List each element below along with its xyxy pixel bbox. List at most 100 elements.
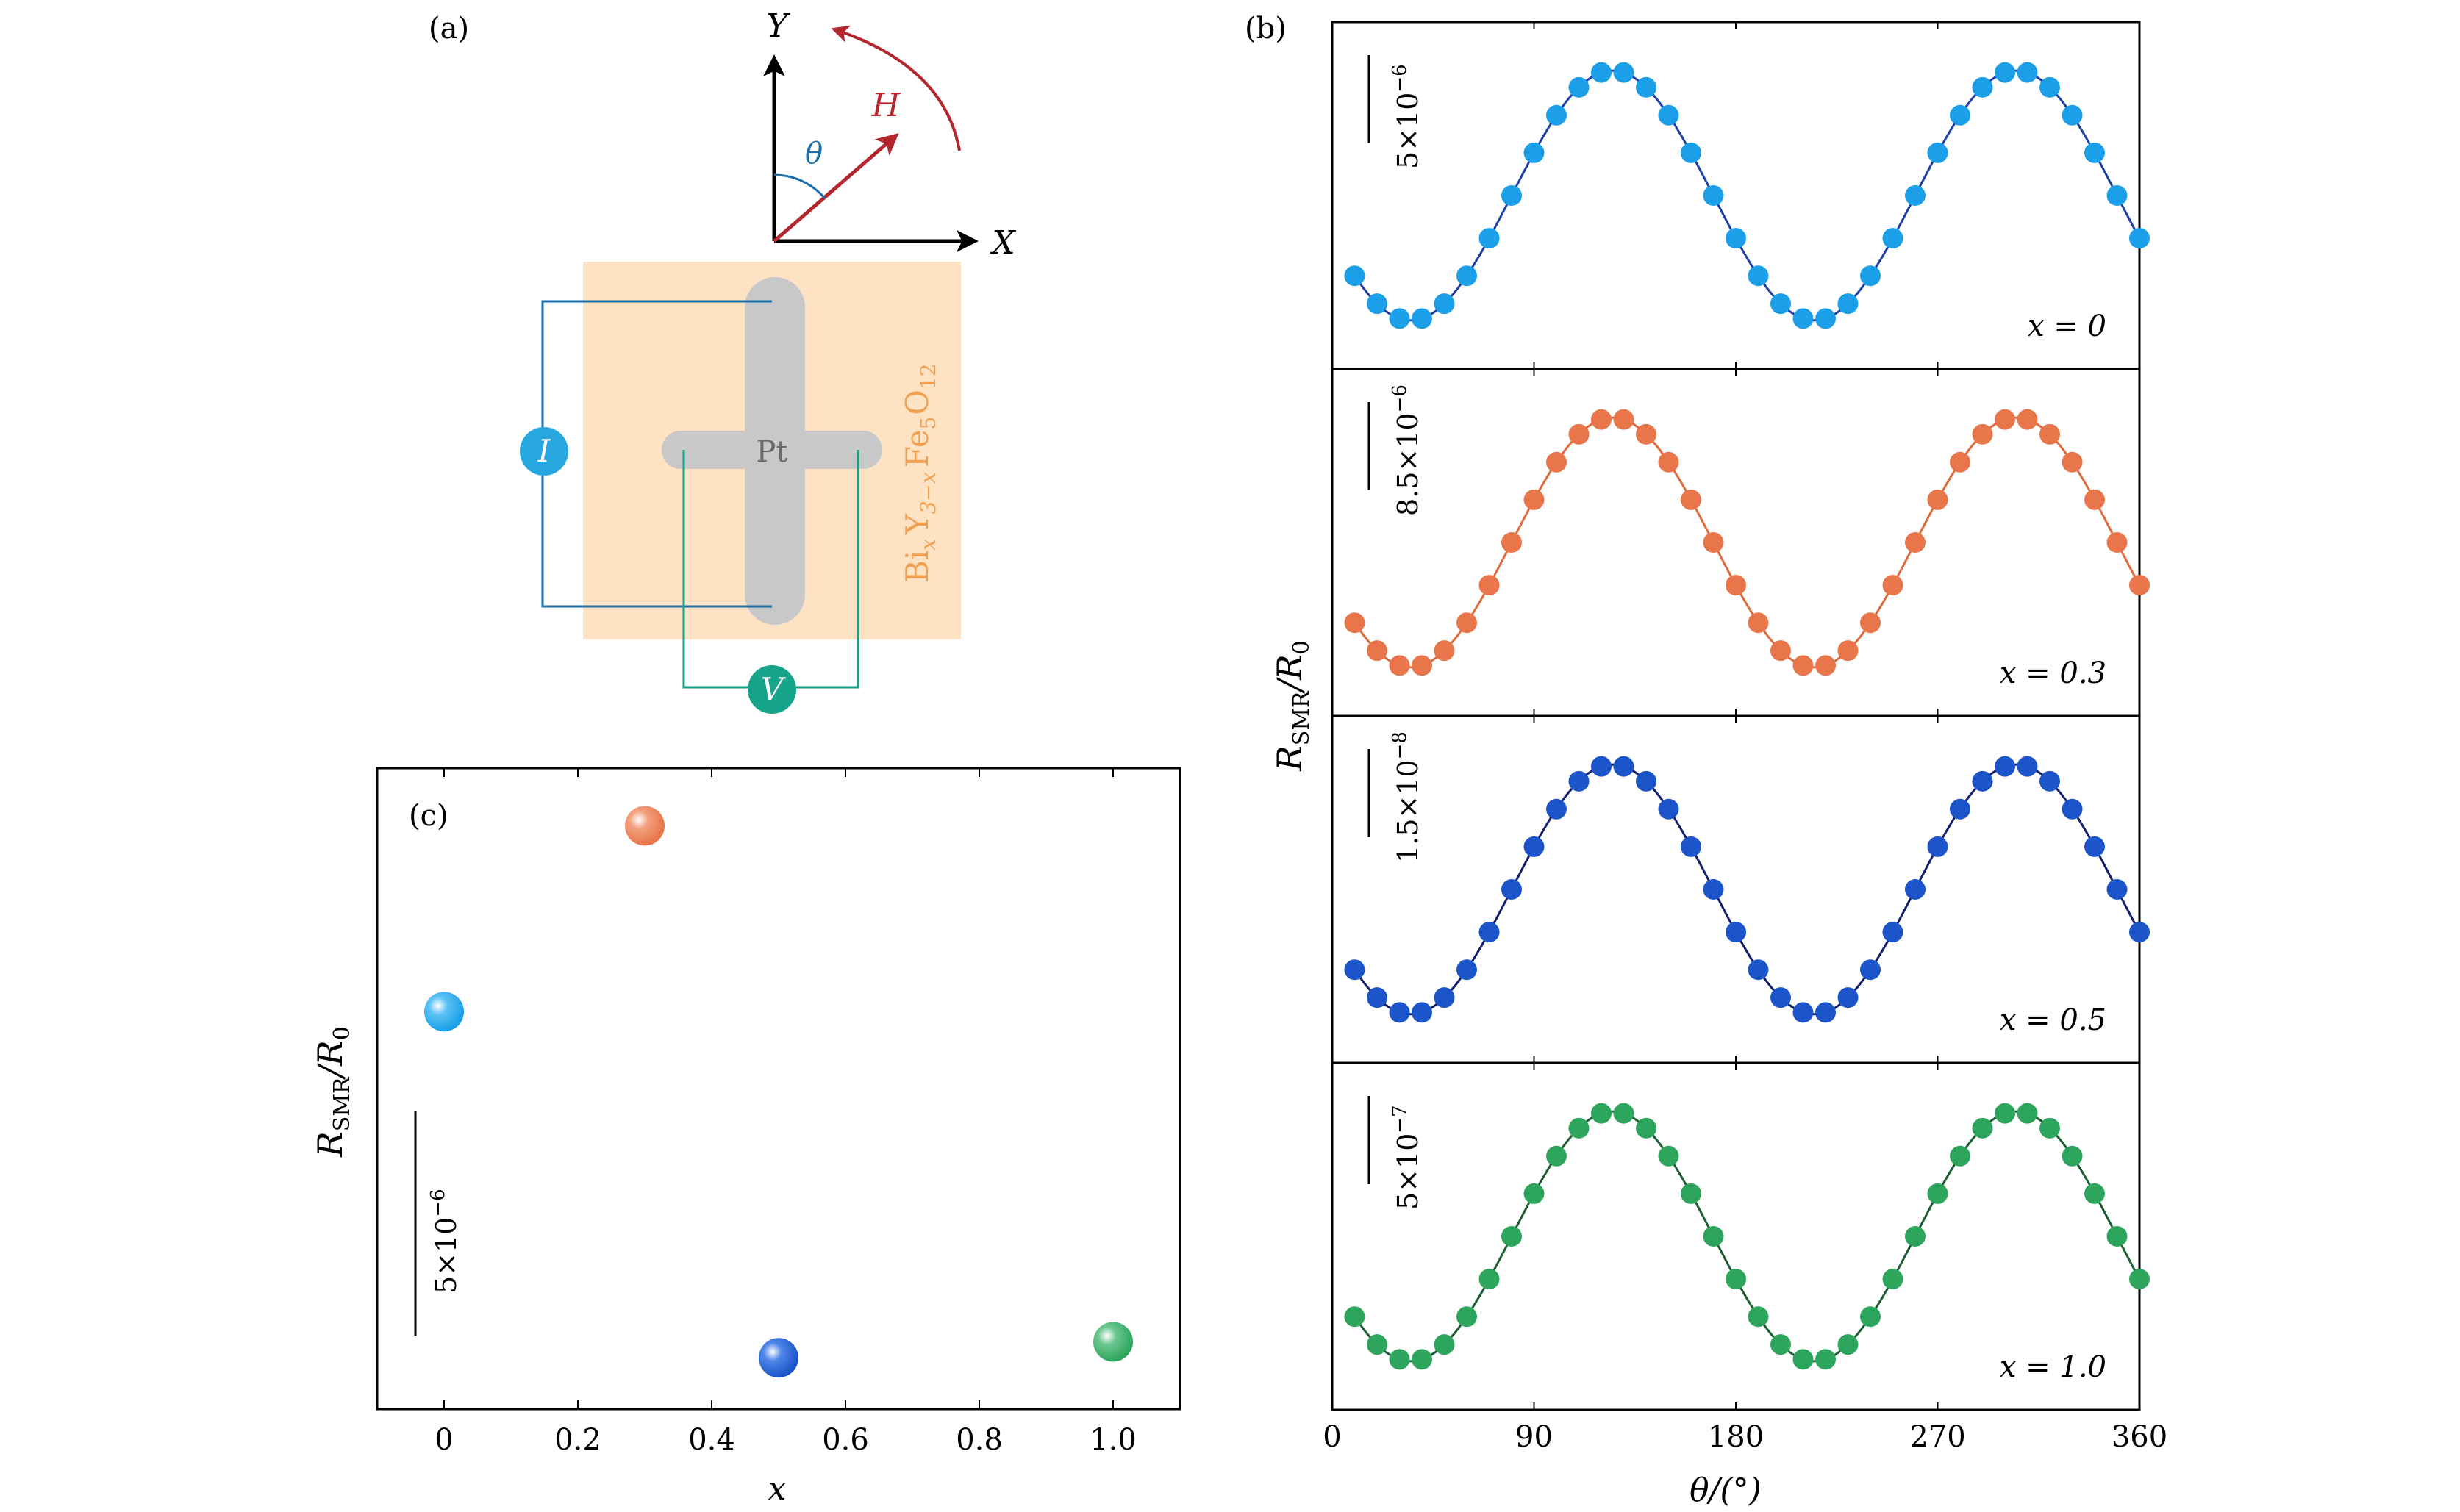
data-point <box>1478 575 1500 596</box>
scale-bar-label: 8.5×10−6 <box>1389 384 1424 516</box>
data-point <box>1367 1334 1387 1355</box>
data-point <box>2129 228 2150 249</box>
data-point <box>1613 409 1634 430</box>
data-point <box>1950 798 1970 820</box>
data-point <box>1478 922 1500 943</box>
data-point <box>1837 293 1859 315</box>
data-point <box>2039 423 2060 445</box>
field-label: H <box>871 87 901 124</box>
data-point <box>1367 293 1387 315</box>
subplot-x0: 5×10−6 x = 0 <box>1331 21 2150 370</box>
data-point <box>1995 62 2015 83</box>
data-point <box>1523 836 1545 857</box>
data-point <box>1972 423 1993 445</box>
data-point <box>1681 1183 1701 1204</box>
data-point <box>1344 1306 1365 1328</box>
point-orange <box>625 806 665 846</box>
data-point <box>1568 423 1590 445</box>
data-point <box>1456 265 1477 287</box>
data-point <box>1389 308 1410 329</box>
panel-b-y-title: RSMR/R0 <box>1270 640 1315 772</box>
data-point <box>1681 489 1701 510</box>
data-point <box>1591 756 1612 777</box>
data-point <box>1636 770 1656 792</box>
data-point <box>1770 987 1791 1008</box>
data-point <box>1501 185 1522 206</box>
data-point <box>1523 142 1545 163</box>
data-point <box>1860 1306 1881 1328</box>
data-point <box>1681 836 1701 857</box>
scale-bar-label: 5×10−6 <box>1389 64 1424 169</box>
field-arrow <box>773 133 899 243</box>
panel-c-label: (c) <box>409 799 448 833</box>
x-tick-label: 0.6 <box>822 1423 869 1457</box>
x-tick-label: 0 <box>435 1423 453 1457</box>
data-point <box>1367 640 1387 662</box>
data-point <box>2129 575 2150 596</box>
voltmeter-icon <box>748 665 796 714</box>
data-point <box>1905 532 1926 553</box>
data-point <box>2017 409 2038 430</box>
data-point <box>2017 62 2038 83</box>
axis-y-label: Y <box>766 7 790 45</box>
data-point <box>1636 423 1656 445</box>
data-point <box>1770 640 1791 662</box>
panel-b-x-axis: 0 90 180 270 360 <box>1323 1420 2167 1454</box>
scale-bar-label: 5×10−7 <box>1389 1105 1424 1210</box>
data-point <box>1726 228 1746 249</box>
panel-c-x-title: x <box>768 1470 787 1508</box>
data-point <box>1748 612 1769 634</box>
data-point <box>1748 265 1769 287</box>
current-source-icon <box>520 427 568 476</box>
pt-bar-horizontal <box>662 431 882 469</box>
data-point <box>1568 770 1590 792</box>
data-point <box>2017 756 2038 777</box>
x-tick-label: 1.0 <box>1090 1423 1137 1457</box>
series-label: x = 1.0 <box>2000 1350 2106 1384</box>
theta-label: θ <box>805 137 823 171</box>
data-point <box>1613 756 1634 777</box>
x-tick-label: 0.4 <box>688 1423 735 1457</box>
data-point <box>2039 770 2060 792</box>
data-point <box>1546 1145 1567 1167</box>
data-point <box>2039 1117 2060 1139</box>
data-point <box>2129 1269 2150 1290</box>
data-point <box>1972 1117 1993 1139</box>
data-point <box>1501 1226 1522 1247</box>
pt-label: Pt <box>757 435 788 469</box>
data-point <box>1546 104 1567 126</box>
data-point <box>1860 265 1881 287</box>
data-point <box>1591 62 1612 83</box>
data-point <box>1613 1103 1634 1124</box>
data-point <box>1389 1002 1410 1023</box>
panel-a-label: (a) <box>429 12 469 46</box>
data-point <box>2106 532 2128 553</box>
data-point <box>1523 1183 1545 1204</box>
x-tick-label: 0 <box>1323 1420 1341 1454</box>
panel-c-frame <box>376 767 1181 1411</box>
data-point <box>2084 836 2105 857</box>
data-point <box>1927 1183 1948 1204</box>
data-point <box>1882 228 1903 249</box>
data-point <box>1591 1103 1612 1124</box>
data-point <box>1658 104 1679 126</box>
voltage-label: V <box>761 671 786 707</box>
subplot-x05: 1.5×10−8 x = 0.5 <box>1331 714 2150 1064</box>
data-point <box>1860 612 1881 634</box>
data-point <box>2106 879 2128 900</box>
data-point <box>1905 1226 1926 1247</box>
data-point <box>2039 76 2060 98</box>
data-point <box>1456 612 1477 634</box>
data-point <box>1815 1002 1836 1023</box>
data-point <box>1748 959 1769 981</box>
data-point <box>1412 308 1432 329</box>
data-point <box>1726 1269 1746 1290</box>
data-point <box>2106 1226 2128 1247</box>
point-navy <box>759 1338 798 1378</box>
data-point <box>1995 409 2015 430</box>
data-point <box>1837 987 1859 1008</box>
data-point <box>1950 451 1970 473</box>
data-point <box>1658 798 1679 820</box>
data-point <box>1703 532 1724 553</box>
